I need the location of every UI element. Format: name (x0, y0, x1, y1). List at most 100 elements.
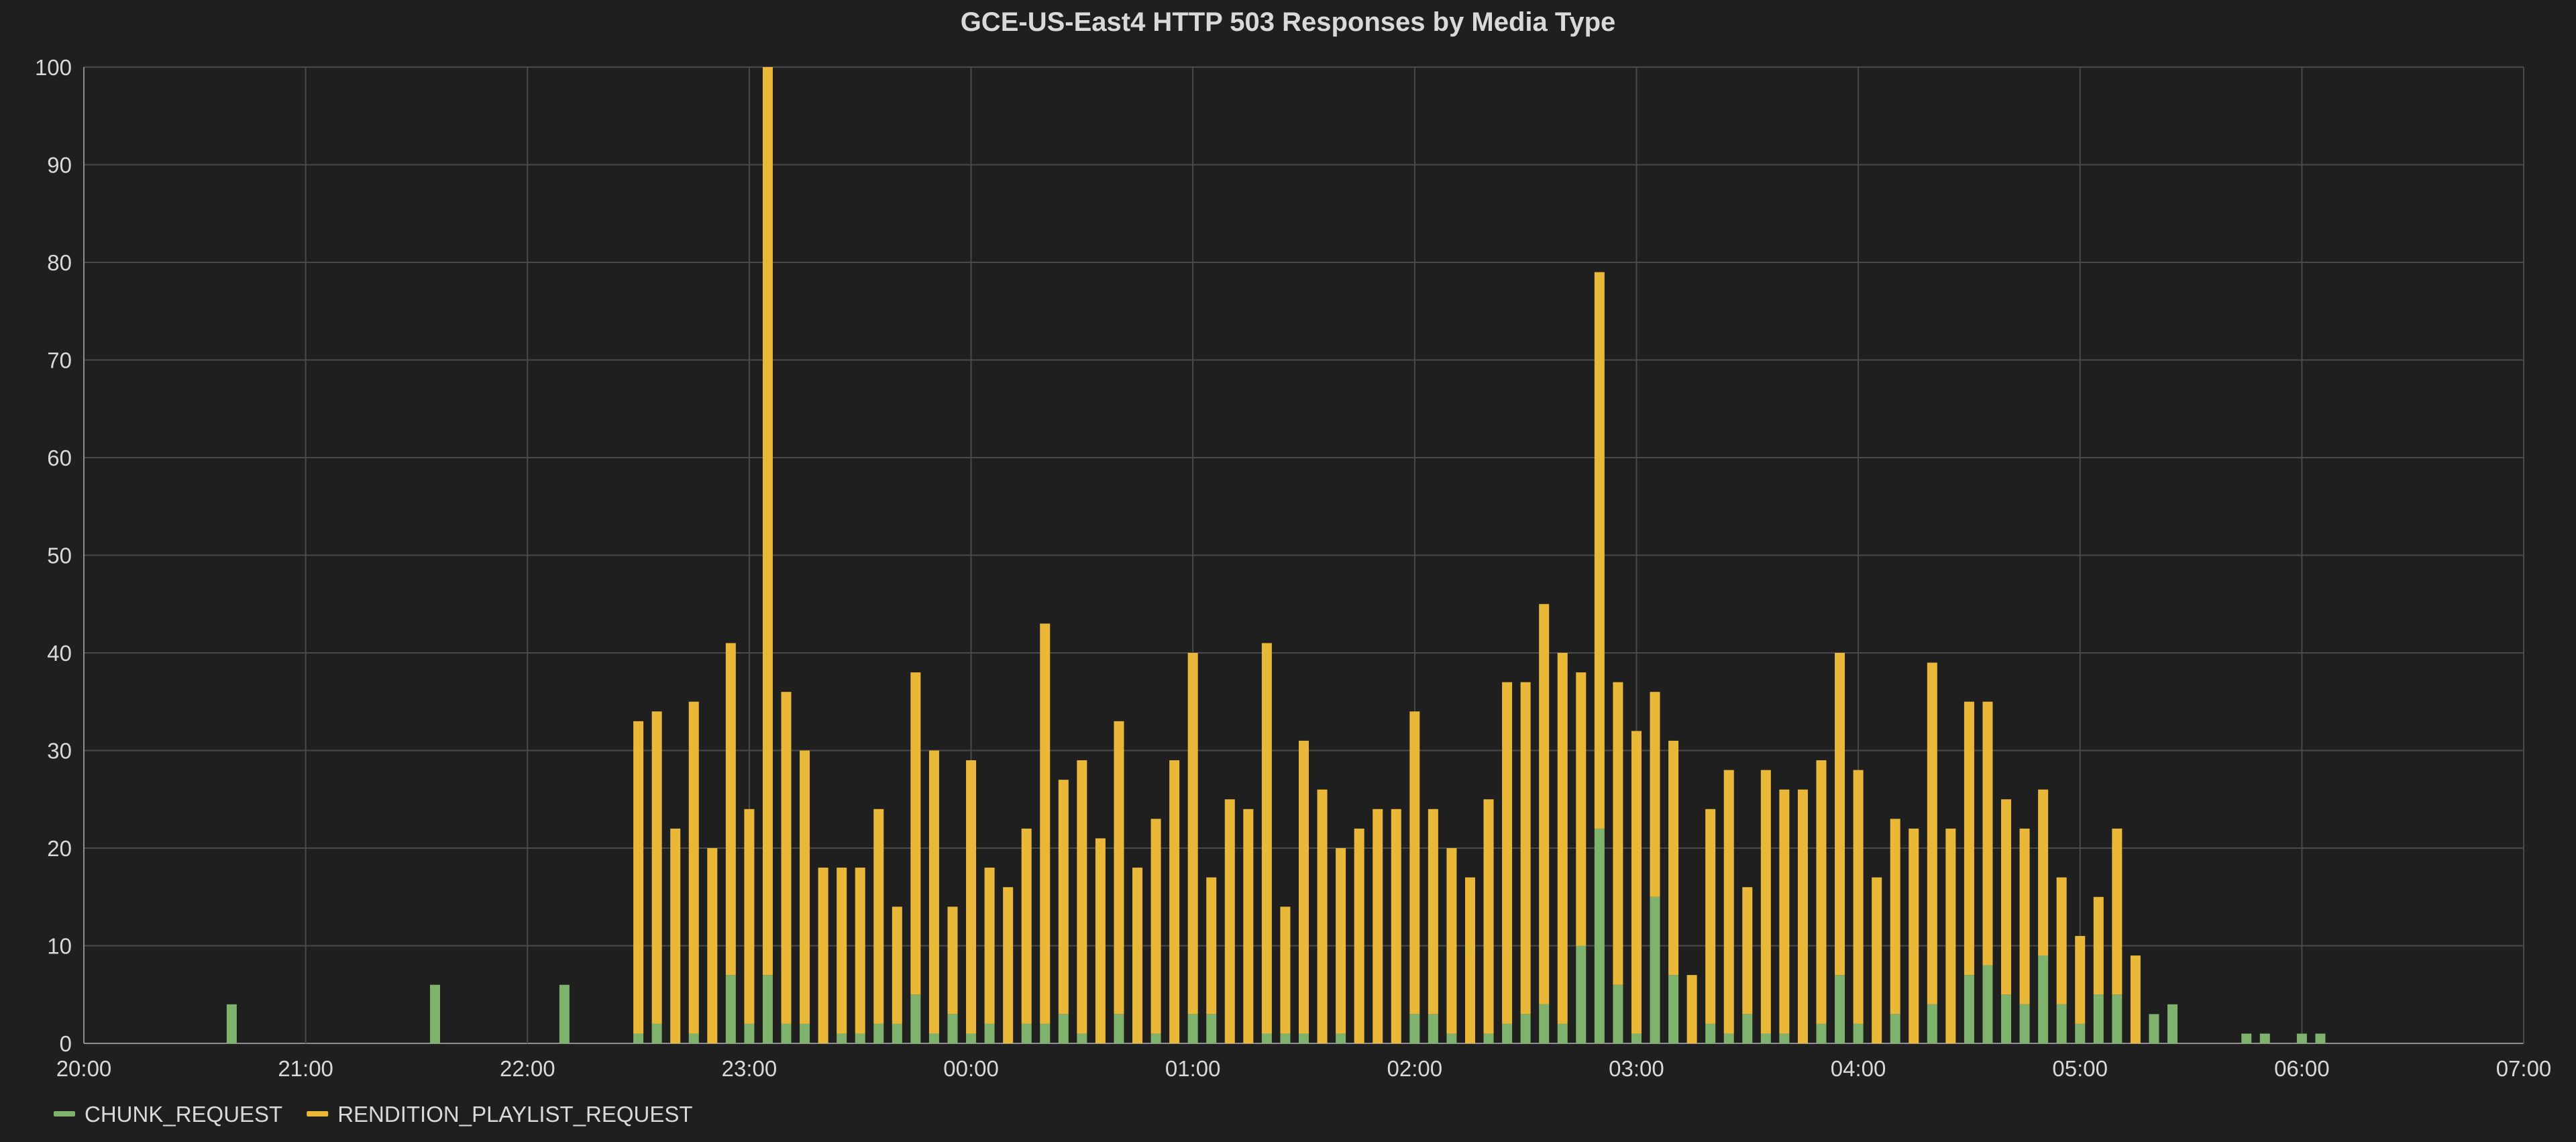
bar-chunk-request (1520, 1014, 1531, 1043)
x-tick-label: 00:00 (943, 1056, 999, 1081)
bar-chunk-request (1760, 1033, 1771, 1043)
bar-rendition-playlist-request (2019, 828, 2030, 1004)
bar-chunk-request (1428, 1014, 1438, 1043)
bar-rendition-playlist-request (1261, 643, 1272, 1034)
x-tick-label: 23:00 (722, 1056, 777, 1081)
bar-rendition-playlist-request (1723, 770, 1734, 1034)
bar-rendition-playlist-request (1317, 789, 1328, 1043)
bar-chunk-request (725, 975, 736, 1043)
bar-chunk-request (1114, 1014, 1124, 1043)
y-tick-label: 60 (47, 446, 72, 470)
y-tick-label: 50 (47, 543, 72, 568)
bar-rendition-playlist-request (651, 711, 662, 1024)
bar-chunk-request (910, 994, 921, 1043)
bar-chunk-request (781, 1023, 792, 1043)
bar-rendition-playlist-request (1927, 662, 1937, 1004)
x-tick-label: 02:00 (1387, 1056, 1443, 1081)
bar-rendition-playlist-request (2001, 799, 2012, 995)
bar-rendition-playlist-request (2130, 955, 2141, 1043)
bar-rendition-playlist-request (837, 868, 847, 1034)
x-tick-label: 21:00 (278, 1056, 333, 1081)
bar-rendition-playlist-request (1187, 653, 1198, 1015)
bar-rendition-playlist-request (1077, 760, 1087, 1034)
bar-rendition-playlist-request (2093, 896, 2104, 995)
bar-chunk-request (837, 1033, 847, 1043)
bar-chunk-request (2315, 1033, 2326, 1043)
bar-rendition-playlist-request (1336, 848, 1346, 1034)
bar-chunk-request (1446, 1033, 1457, 1043)
bar-chunk-request (1280, 1033, 1291, 1043)
bar-rendition-playlist-request (781, 692, 792, 1024)
bar-rendition-playlist-request (1797, 789, 1808, 1043)
bar-chunk-request (1890, 1014, 1900, 1043)
bar-chunk-request (1021, 1023, 1032, 1043)
bar-rendition-playlist-request (984, 868, 995, 1024)
legend[interactable]: CHUNK_REQUEST RENDITION_PLAYLIST_REQUEST (54, 1102, 693, 1127)
y-tick-label: 70 (47, 348, 72, 373)
bar-chunk-request (2167, 1004, 2178, 1043)
bar-rendition-playlist-request (762, 67, 773, 976)
legend-item-rendition-playlist-request[interactable]: RENDITION_PLAYLIST_REQUEST (307, 1102, 693, 1127)
bar-chunk-request (947, 1014, 958, 1043)
legend-item-chunk-request[interactable]: CHUNK_REQUEST (54, 1102, 282, 1127)
bar-chunk-request (1668, 975, 1679, 1043)
x-tick-label: 03:00 (1609, 1056, 1664, 1081)
y-tick-label: 20 (47, 836, 72, 861)
bar-rendition-playlist-request (1409, 711, 1420, 1015)
x-tick-label: 04:00 (1831, 1056, 1886, 1081)
bar-chunk-request (2038, 955, 2049, 1043)
bar-chunk-request (2075, 1023, 2086, 1043)
bar-rendition-playlist-request (1169, 760, 1180, 1043)
bar-rendition-playlist-request (1890, 819, 1900, 1015)
bar-rendition-playlist-request (1132, 868, 1143, 1043)
bar-rendition-playlist-request (1464, 877, 1475, 1043)
bar-rendition-playlist-request (1779, 789, 1790, 1034)
y-tick-label: 80 (47, 250, 72, 275)
bar-chunk-request (2149, 1014, 2159, 1043)
grid (83, 66, 2524, 1044)
bar-rendition-playlist-request (1982, 701, 1993, 966)
bar-rendition-playlist-request (1502, 682, 1513, 1024)
bar-rendition-playlist-request (2112, 828, 2123, 995)
bar-chunk-request (1853, 1023, 1864, 1043)
bar-chunk-request (559, 984, 570, 1043)
bar-rendition-playlist-request (744, 809, 755, 1024)
bar-chunk-request (1299, 1033, 1309, 1043)
bar-rendition-playlist-request (1760, 770, 1771, 1034)
bar-rendition-playlist-request (1668, 740, 1679, 976)
axes: 0 10 20 30 40 50 60 70 80 90 100 20:00 21:00 22:00 23:… (35, 55, 2551, 1081)
bar-rendition-playlist-request (1243, 809, 1254, 1043)
bar-rendition-playlist-request (855, 868, 865, 1034)
bar-rendition-playlist-request (1872, 877, 1882, 1043)
y-tick-label: 0 (60, 1031, 72, 1056)
bar-rendition-playlist-request (1557, 653, 1568, 1024)
bar-rendition-playlist-request (1631, 731, 1642, 1034)
bar-rendition-playlist-request (1835, 653, 1845, 976)
bar-chunk-request (1650, 896, 1660, 1043)
bar-chunk-request (2296, 1033, 2307, 1043)
bar-chunk-request (892, 1023, 902, 1043)
bar-chunk-request (226, 1004, 237, 1043)
bar-rendition-playlist-request (910, 672, 921, 995)
bar-chunk-request (1502, 1023, 1513, 1043)
y-tick-label: 30 (47, 739, 72, 764)
bar-chunk-request (2056, 1004, 2067, 1043)
bar-rendition-playlist-request (2056, 877, 2067, 1004)
bar-chunk-request (984, 1023, 995, 1043)
bar-chunk-request (2019, 1004, 2030, 1043)
bar-rendition-playlist-request (818, 868, 828, 1043)
bar-rendition-playlist-request (947, 906, 958, 1015)
bar-rendition-playlist-request (707, 848, 718, 1043)
bar-chunk-request (1742, 1014, 1753, 1043)
bar-rendition-playlist-request (1576, 672, 1587, 946)
bar-chunk-request (1835, 975, 1845, 1043)
chart-title: GCE-US-East4 HTTP 503 Responses by Media… (961, 7, 1616, 37)
bar-rendition-playlist-request (2075, 935, 2086, 1024)
x-tick-label: 05:00 (2052, 1056, 2108, 1081)
legend-label: RENDITION_PLAYLIST_REQUEST (337, 1102, 692, 1127)
bar-rendition-playlist-request (1003, 887, 1014, 1043)
bar-chunk-request (1058, 1014, 1069, 1043)
x-tick-label: 07:00 (2496, 1056, 2552, 1081)
bar-chunk-request (2112, 994, 2123, 1043)
